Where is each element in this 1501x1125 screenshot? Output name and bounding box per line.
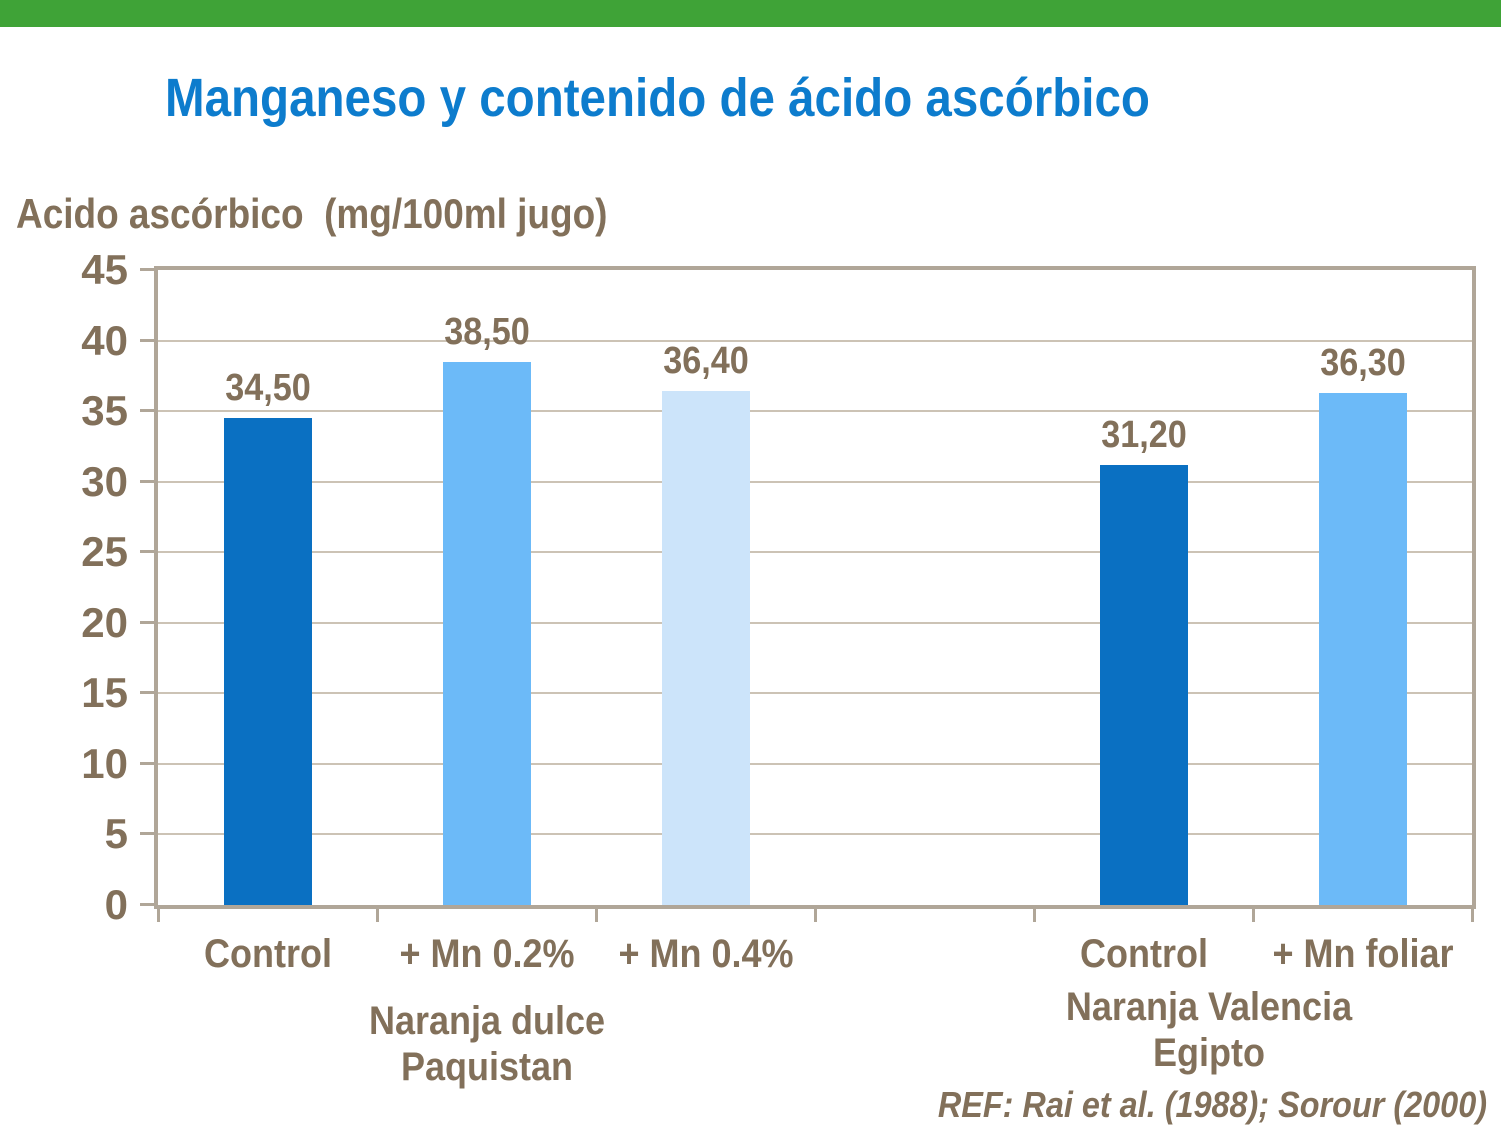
gridline [158,410,1472,413]
x-category-label: + Mn 0.4% [617,932,794,976]
y-tick-label: 15 [81,669,128,717]
y-tick-mark [140,620,155,624]
plot-area: 34,50 38,50 36,40 31,20 36,30 [154,266,1476,909]
gridline [158,621,1472,624]
y-tick-mark [140,550,155,554]
y-tick-mark [140,761,155,765]
y-tick-mark [140,691,155,695]
y-tick-label: 25 [81,528,128,576]
x-tick-mark [594,909,598,922]
y-tick-label: 40 [81,316,128,364]
y-tick-label: 10 [81,739,128,787]
x-category-label: + Mn foliar [1271,932,1454,976]
x-group-label-line: Egipto [1153,1031,1266,1075]
y-tick-mark [140,903,155,906]
bar-value-label: 34,50 [224,367,311,409]
x-tick-mark [156,909,160,922]
gridline [158,833,1472,836]
bar [1318,393,1407,905]
x-group-label-line: Naranja Valencia [1066,985,1353,1029]
x-tick-mark [1251,909,1255,922]
x-category-label: Control [203,932,332,976]
y-tick-mark [140,832,155,836]
x-tick-mark [813,909,817,922]
x-group-label-line: Paquistan [400,1045,573,1089]
gridline [158,692,1472,695]
gridline [158,551,1472,554]
y-tick-mark [140,479,155,483]
y-tick-label: 35 [81,387,128,435]
x-tick-mark [1032,909,1036,922]
reference-citation: REF: Rai et al. (1988); Sorour (2000) [937,1084,1487,1125]
y-tick-mark [140,338,155,342]
y-tick-mark [140,409,155,413]
y-tick-mark [140,268,155,271]
bar-value-label: 36,40 [662,340,749,382]
x-tick-mark [1470,909,1474,922]
x-group-label: Naranja Valencia Egipto [1002,984,1416,1076]
bar-value-label: 38,50 [443,311,530,353]
y-tick-label: 20 [81,598,128,646]
top-accent-bar [0,0,1501,27]
gridline [158,762,1472,765]
bar [661,391,750,905]
gridline [158,339,1472,342]
x-category-label: Control [1079,932,1208,976]
chart-title: Manganeso y contenido de ácido ascórbico [165,68,1150,128]
bar-value-label: 31,20 [1100,414,1187,456]
x-tick-mark [375,909,379,922]
gridline [158,480,1472,483]
x-group-label: Naranja dulce Paquistan [280,998,694,1090]
y-tick-label: 30 [81,457,128,505]
x-category-label: + Mn 0.2% [398,932,575,976]
bar [223,418,312,905]
y-tick-label: 45 [81,246,128,293]
y-axis-title: Acido ascórbico (mg/100ml jugo) [16,190,608,237]
x-group-label-line: Naranja dulce [368,999,605,1043]
y-tick-label: 5 [104,810,128,858]
bar [1099,465,1188,905]
y-tick-label: 0 [104,881,128,928]
bar [442,362,531,905]
bar-value-label: 36,30 [1319,342,1406,384]
